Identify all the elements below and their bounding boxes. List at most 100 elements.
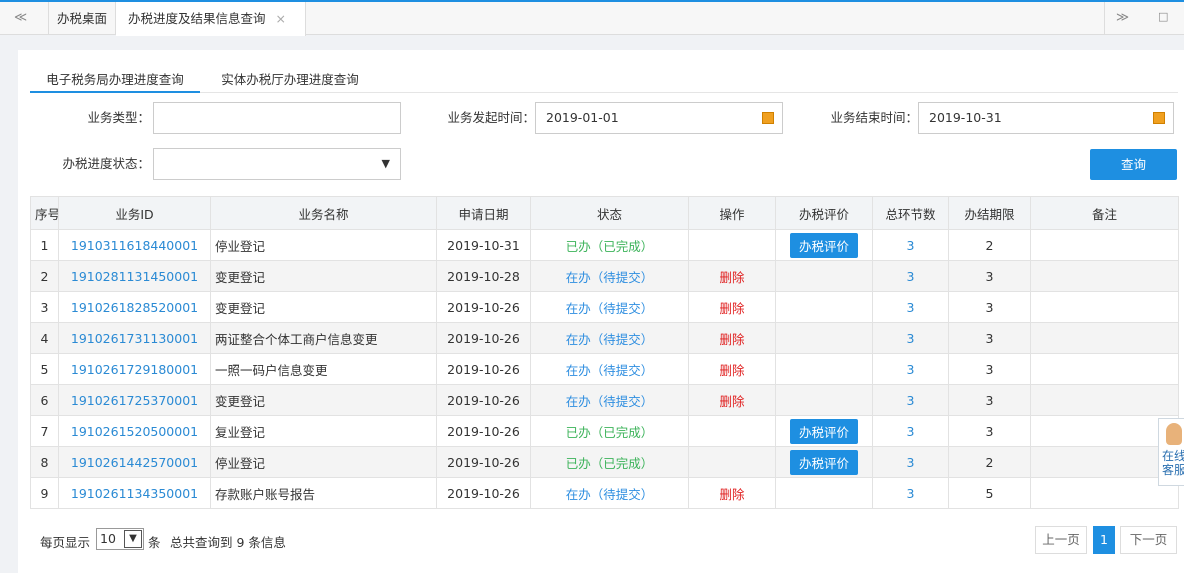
delete-link[interactable]: 删除 [719, 300, 745, 316]
subtab-active[interactable]: 电子税务局办理进度查询 [30, 69, 200, 93]
steps-link[interactable]: 3 [906, 454, 915, 470]
table-cell: 1910261828520001 [58, 291, 211, 323]
field-label: 业务类型： [87, 110, 150, 125]
table-cell [775, 384, 873, 416]
tab-active[interactable]: 办税进度及结果信息查询 × [116, 2, 306, 36]
table-cell: 2019-10-26 [436, 446, 531, 478]
table-row: 5 1910261729180001 一照一码户信息变更 2019-10-26 在办（待… [30, 353, 1179, 385]
table-cell [775, 260, 873, 292]
table-cell: 办税评价 [775, 415, 873, 447]
cell-text: 6 [40, 392, 49, 408]
calendar-icon[interactable] [762, 112, 774, 124]
table-cell [1030, 229, 1179, 261]
cell-text: 2 [40, 268, 49, 284]
table-cell: 已办（已完成） [530, 229, 689, 261]
column-header: 备注 [1030, 196, 1179, 230]
business-id-link[interactable]: 1910261520500001 [70, 423, 199, 439]
rating-button[interactable]: 办税评价 [789, 418, 858, 444]
cell-text: 3 [985, 299, 994, 315]
per-page-value: 10 [100, 531, 116, 546]
date-input[interactable]: 2019-01-01 [535, 102, 783, 134]
table-cell: 删除 [688, 260, 776, 292]
nav-right[interactable]: ≫ [1116, 9, 1130, 24]
tab[interactable]: 办税桌面 [48, 2, 116, 35]
tab-close[interactable]: × [275, 11, 286, 26]
table-cell: 在办（待提交） [530, 477, 689, 509]
table-cell: 在办（待提交） [530, 260, 689, 292]
next-page[interactable]: 下一页 [1120, 526, 1177, 554]
table-row: 3 1910261828520001 变更登记 2019-10-26 在办（待提交） 删除… [30, 291, 1179, 323]
select[interactable]: ▼ [153, 148, 401, 180]
query-button[interactable]: 查询 [1090, 149, 1177, 180]
steps-link[interactable]: 3 [906, 299, 915, 315]
table-cell: 1910261520500001 [58, 415, 211, 447]
rating-button[interactable]: 办税评价 [789, 232, 858, 258]
calendar-icon[interactable] [1153, 112, 1165, 124]
status-text: 在办（待提交） [565, 269, 654, 285]
table-cell: 1910261442570001 [58, 446, 211, 478]
cell-text: 复业登记 [215, 424, 266, 440]
steps-link[interactable]: 3 [906, 485, 915, 501]
current-page[interactable]: 1 [1093, 526, 1115, 554]
table-cell [688, 229, 776, 261]
table-cell [775, 291, 873, 323]
steps-link[interactable]: 3 [906, 330, 915, 346]
status-text: 在办（待提交） [565, 393, 654, 409]
total-count: 总共查询到 9 条信息 [170, 535, 286, 550]
table-cell: 停业登记 [210, 446, 437, 478]
business-id-link[interactable]: 1910281131450001 [70, 268, 199, 284]
table-cell: 2 [30, 260, 59, 292]
subtab[interactable]: 实体办税厅办理进度查询 [221, 72, 359, 87]
delete-link[interactable]: 删除 [719, 393, 745, 409]
table-cell: 3 [948, 260, 1031, 292]
prev-page[interactable]: 上一页 [1035, 526, 1087, 554]
table-cell: 3 [872, 477, 949, 509]
steps-link[interactable]: 3 [906, 361, 915, 377]
cell-text: 停业登记 [215, 238, 266, 254]
service-text: 客服 [1162, 463, 1184, 477]
business-id-link[interactable]: 1910311618440001 [70, 237, 199, 253]
table-cell: 1910311618440001 [58, 229, 211, 261]
delete-link[interactable]: 删除 [719, 362, 745, 378]
window-button[interactable]: □ [1158, 10, 1169, 23]
date-input[interactable]: 2019-10-31 [918, 102, 1174, 134]
steps-link[interactable]: 3 [906, 237, 915, 253]
column-header: 总环节数 [872, 196, 949, 230]
tab-label: 办税进度及结果信息查询 [128, 11, 266, 26]
table-cell: 删除 [688, 322, 776, 354]
field-label: 业务发起时间： [447, 110, 535, 125]
field-label: 办税进度状态： [62, 156, 150, 171]
nav-left[interactable]: ≪ [14, 9, 28, 24]
table-row: 8 1910261442570001 停业登记 2019-10-26 已办（已完成） 办税… [30, 446, 1179, 478]
table-cell: 两证整合个体工商户信息变更 [210, 322, 437, 354]
steps-link[interactable]: 3 [906, 268, 915, 284]
text-input[interactable] [153, 102, 401, 134]
business-id-link[interactable]: 1910261134350001 [70, 485, 199, 501]
table-cell: 删除 [688, 353, 776, 385]
per-page-select[interactable]: 10 ▼ [96, 528, 144, 550]
cell-text: 2 [985, 454, 994, 470]
rating-button[interactable]: 办税评价 [789, 449, 858, 475]
delete-link[interactable]: 删除 [719, 269, 745, 285]
cell-text: 变更登记 [215, 300, 266, 316]
column-header: 状态 [530, 196, 689, 230]
business-id-link[interactable]: 1910261442570001 [70, 454, 199, 470]
table-cell: 2019-10-26 [436, 477, 531, 509]
table-cell [775, 477, 873, 509]
business-id-link[interactable]: 1910261731130001 [70, 330, 199, 346]
service-widget[interactable]: 在线 客服 [1158, 418, 1184, 486]
business-id-link[interactable]: 1910261828520001 [70, 299, 199, 315]
cell-text: 2019-10-26 [447, 454, 520, 470]
business-id-link[interactable]: 1910261729180001 [70, 361, 199, 377]
cell-text: 2019-10-26 [447, 485, 520, 501]
cell-text: 9 [40, 485, 49, 501]
steps-link[interactable]: 3 [906, 392, 915, 408]
delete-link[interactable]: 删除 [719, 331, 745, 347]
status-text: 已办（已完成） [565, 424, 654, 440]
cell-text: 2 [985, 237, 994, 253]
date-value: 2019-10-31 [929, 110, 1002, 125]
business-id-link[interactable]: 1910261725370001 [70, 392, 199, 408]
steps-link[interactable]: 3 [906, 423, 915, 439]
table-cell: 已办（已完成） [530, 446, 689, 478]
delete-link[interactable]: 删除 [719, 486, 745, 502]
